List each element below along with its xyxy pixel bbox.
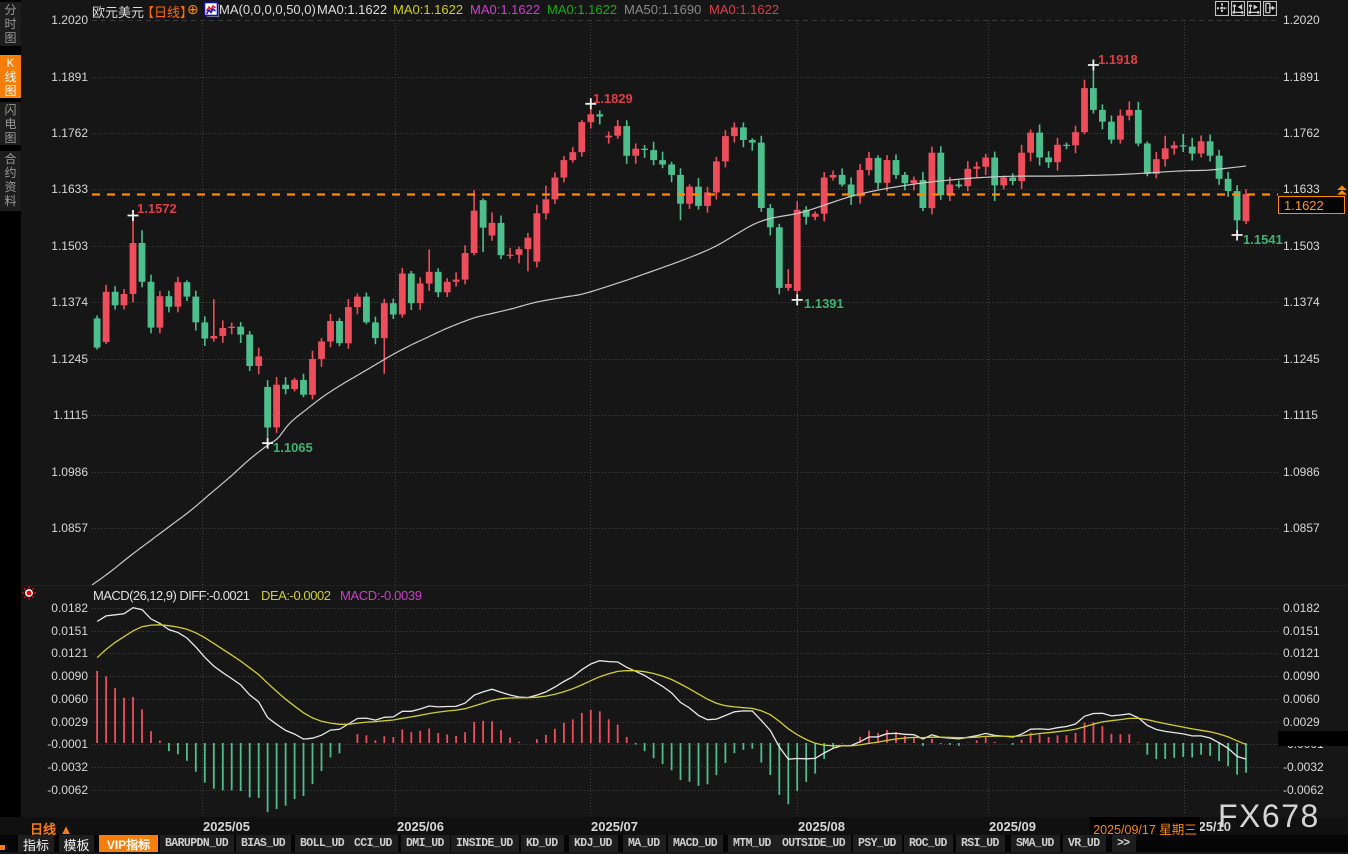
svg-text:-0.0062: -0.0062 — [47, 783, 88, 797]
svg-text:1.1374: 1.1374 — [51, 295, 88, 309]
svg-text:1.1622: 1.1622 — [1284, 198, 1324, 213]
svg-text:1.1829: 1.1829 — [593, 91, 633, 106]
svg-text:1.1762: 1.1762 — [51, 126, 88, 140]
svg-text:0.0029: 0.0029 — [1283, 715, 1320, 729]
svg-text:0.0121: 0.0121 — [1283, 646, 1320, 660]
svg-text:0.0121: 0.0121 — [51, 646, 88, 660]
svg-text:1.1245: 1.1245 — [51, 352, 88, 366]
svg-text:-0.0001: -0.0001 — [47, 737, 88, 751]
svg-text:1.1891: 1.1891 — [51, 70, 88, 84]
svg-text:1.1762: 1.1762 — [1283, 126, 1320, 140]
svg-text:1.1391: 1.1391 — [804, 296, 844, 311]
svg-text:-0.0062: -0.0062 — [1283, 783, 1324, 797]
svg-text:1.0986: 1.0986 — [51, 465, 88, 479]
svg-text:-0.0032: -0.0032 — [47, 760, 88, 774]
svg-text:1.2020: 1.2020 — [1283, 13, 1320, 27]
svg-text:1.1633: 1.1633 — [1283, 182, 1320, 196]
svg-text:0.0151: 0.0151 — [51, 624, 88, 638]
svg-text:1.1541: 1.1541 — [1243, 232, 1283, 247]
svg-text:1.0857: 1.0857 — [51, 521, 88, 535]
svg-text:0.0029: 0.0029 — [51, 715, 88, 729]
svg-text:0.0090: 0.0090 — [51, 669, 88, 683]
svg-text:1.1918: 1.1918 — [1098, 52, 1138, 67]
svg-text:1.1115: 1.1115 — [53, 408, 88, 422]
svg-text:MACD(26,12,9) DIFF:-0.0021: MACD(26,12,9) DIFF:-0.0021 — [93, 588, 250, 603]
svg-text:0.0182: 0.0182 — [1283, 601, 1320, 615]
svg-text:1.1245: 1.1245 — [1283, 352, 1320, 366]
svg-text:0.0182: 0.0182 — [51, 601, 88, 615]
svg-text:1.1891: 1.1891 — [1283, 70, 1320, 84]
svg-text:1.1374: 1.1374 — [1283, 295, 1320, 309]
svg-text:1.1503: 1.1503 — [51, 239, 88, 253]
svg-text:-0.0032: -0.0032 — [1283, 760, 1324, 774]
svg-text:1.0986: 1.0986 — [1283, 465, 1320, 479]
svg-text:1.0857: 1.0857 — [1283, 521, 1320, 535]
svg-text:1.1633: 1.1633 — [51, 182, 88, 196]
svg-text:0.0060: 0.0060 — [1283, 692, 1320, 706]
svg-text:1.2020: 1.2020 — [51, 13, 88, 27]
svg-text:1.1115: 1.1115 — [1283, 408, 1318, 422]
svg-text:DEA:-0.0002: DEA:-0.0002 — [261, 588, 331, 603]
svg-text:1.1572: 1.1572 — [137, 201, 177, 216]
svg-text:1.1065: 1.1065 — [273, 440, 313, 455]
svg-text:0.0060: 0.0060 — [51, 692, 88, 706]
svg-text:0.0151: 0.0151 — [1283, 624, 1320, 638]
svg-text:0.0090: 0.0090 — [1283, 669, 1320, 683]
svg-text:MACD:-0.0039: MACD:-0.0039 — [340, 588, 422, 603]
svg-text:1.1503: 1.1503 — [1283, 239, 1320, 253]
